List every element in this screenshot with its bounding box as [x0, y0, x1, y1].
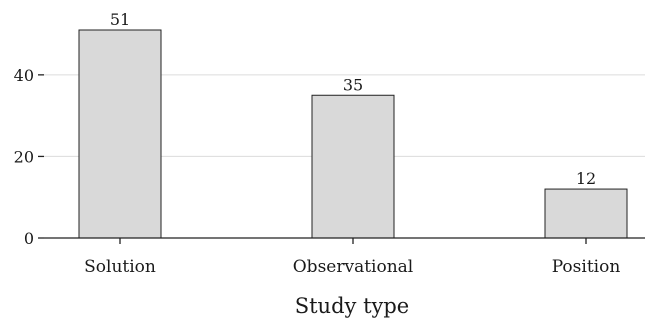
bars	[78, 29, 628, 239]
value-label-observational: 35	[343, 75, 363, 94]
value-label-position: 12	[576, 169, 596, 188]
value-labels: 51 35 12	[110, 10, 596, 188]
x-tick-label-position: Position	[552, 257, 621, 277]
bar-observational	[311, 94, 395, 239]
y-tick-label-40: 40	[14, 66, 34, 85]
value-label-solution: 51	[110, 10, 130, 29]
y-tick-label-0: 0	[24, 229, 34, 248]
y-axis-ticks: 0 20 40	[14, 66, 44, 248]
axes	[44, 237, 645, 239]
x-axis-title: Study type	[295, 294, 410, 318]
x-tick-label-observational: Observational	[293, 257, 414, 277]
bar-solution	[78, 29, 162, 239]
y-tick-label-20: 20	[14, 147, 34, 166]
x-tick-label-solution: Solution	[84, 257, 156, 277]
x-axis-ticks: Solution Observational Position	[84, 238, 620, 277]
bar-position	[544, 188, 628, 239]
